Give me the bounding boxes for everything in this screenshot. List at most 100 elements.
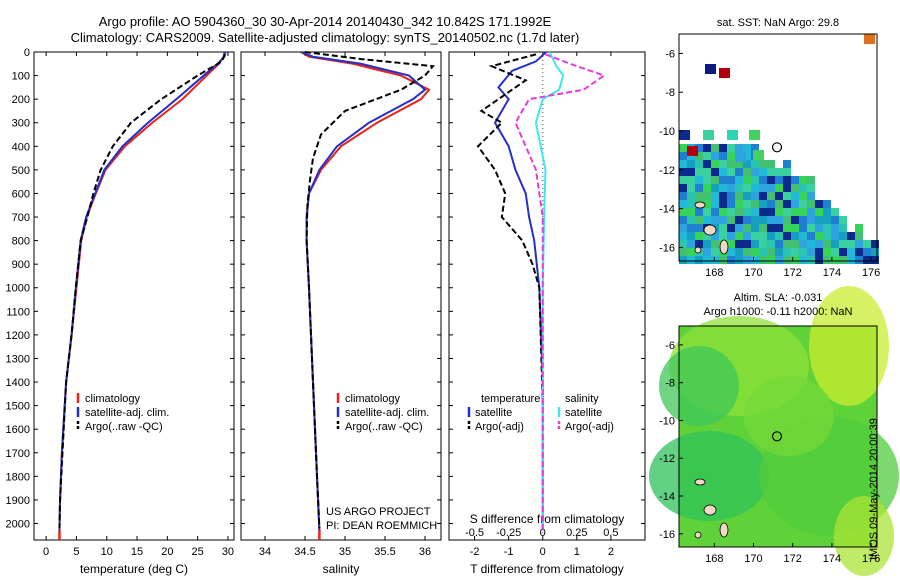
- sst-pixel: [751, 232, 759, 240]
- map-y-tick-label: -14: [659, 204, 675, 216]
- y-tick-label: 1200: [6, 330, 30, 342]
- sst-pixel: [727, 224, 735, 232]
- sst-pixel: [751, 200, 759, 208]
- sst-pixel: [743, 240, 751, 248]
- sst-pixel: [687, 232, 695, 240]
- sst-pixel: [791, 208, 799, 216]
- sst-pixel: [767, 248, 775, 256]
- x-tick-label: 0: [540, 546, 546, 558]
- sst-pixel: [783, 232, 791, 240]
- sst-pixel: [727, 184, 735, 192]
- sst-pixel: [823, 256, 831, 264]
- sst-pixel: [759, 160, 767, 168]
- sst-pixel: [679, 240, 687, 248]
- sst-pixel: [719, 68, 730, 78]
- sst-pixel: [719, 208, 727, 216]
- map-y-tick-label: -16: [659, 242, 675, 254]
- sst-pixel: [839, 248, 847, 256]
- sst-pixel: [799, 240, 807, 248]
- map-title-sla-2: Argo h1000: -0.11 h2000: NaN: [703, 306, 852, 318]
- map-x-tick-label: 176: [862, 267, 880, 279]
- legend-label: Argo(-adj): [475, 421, 524, 433]
- map-x-tick-label: 168: [705, 553, 723, 565]
- y-tick-label: 100: [12, 71, 30, 83]
- sst-pixel: [791, 248, 799, 256]
- x-tick-label: 34: [259, 546, 271, 558]
- sst-pixel: [807, 256, 815, 264]
- sst-pixel: [864, 34, 875, 44]
- sst-pixel: [783, 176, 791, 184]
- sst-pixel: [695, 144, 703, 152]
- sst-pixel: [831, 256, 839, 264]
- title-line-2: Climatology: CARS2009. Satellite-adjuste…: [70, 30, 580, 45]
- sst-pixel: [703, 248, 711, 256]
- sst-pixel: [727, 208, 735, 216]
- sst-pixel: [839, 224, 847, 232]
- sst-pixel: [791, 184, 799, 192]
- sst-pixel: [791, 200, 799, 208]
- map-x-tick-label: 176: [862, 553, 880, 565]
- sst-pixel: [703, 130, 714, 140]
- y-tick-label: 400: [12, 141, 30, 153]
- sst-pixel: [743, 168, 751, 176]
- sst-pixel: [687, 216, 695, 224]
- sst-pixel: [743, 192, 751, 200]
- sst-pixel: [753, 150, 764, 160]
- sst-pixel: [751, 160, 759, 168]
- legend-label: climatology: [85, 393, 141, 405]
- sst-pixel: [783, 216, 791, 224]
- sst-pixel: [695, 192, 703, 200]
- y-tick-label: 1800: [6, 471, 30, 483]
- sst-pixel: [687, 146, 698, 156]
- sst-pixel: [679, 144, 687, 152]
- argo-position-marker: [771, 431, 783, 442]
- sst-pixel: [727, 152, 735, 160]
- sst-pixel: [791, 256, 799, 264]
- map-y-tick-label: -8: [665, 378, 675, 390]
- sst-pixel: [711, 168, 719, 176]
- map-x-tick-label: 174: [823, 553, 841, 565]
- x-tick-label: 1: [574, 546, 580, 558]
- sst-pixel: [751, 256, 759, 264]
- sst-pixel: [743, 216, 751, 224]
- sst-pixel: [727, 240, 735, 248]
- sst-pixel: [839, 216, 847, 224]
- x-tick-label: 10: [101, 546, 113, 558]
- sst-pixel: [743, 144, 751, 152]
- sst-pixel: [839, 232, 847, 240]
- island-shape: [694, 478, 706, 486]
- sst-pixel: [679, 168, 687, 176]
- sst-pixel: [751, 224, 759, 232]
- top-x-tick-label: 0.5: [603, 527, 618, 539]
- sst-pixel: [823, 248, 831, 256]
- sst-pixel: [815, 240, 823, 248]
- sst-pixel: [775, 256, 783, 264]
- x-tick-label: 25: [192, 546, 204, 558]
- sst-pixel: [759, 232, 767, 240]
- island-shape: [719, 239, 729, 255]
- sst-pixel: [807, 208, 815, 216]
- sst-pixel: [807, 216, 815, 224]
- sst-pixel: [783, 192, 791, 200]
- sst-pixel: [855, 240, 863, 248]
- sst-pixel: [703, 192, 711, 200]
- sst-pixel: [695, 224, 703, 232]
- sst-pixel: [775, 208, 783, 216]
- series-line-satellite-adj-clim-: [58, 51, 227, 531]
- sst-pixel: [695, 208, 703, 216]
- sst-pixel: [687, 192, 695, 200]
- sst-pixel: [711, 208, 719, 216]
- legend-label: satellite-adj. clim.: [345, 407, 429, 419]
- y-tick-label: 500: [12, 165, 30, 177]
- sst-pixel: [703, 144, 711, 152]
- island-shape: [703, 504, 717, 516]
- legend-label: Argo(-adj): [565, 421, 614, 433]
- sst-pixel: [759, 224, 767, 232]
- sst-pixel: [743, 176, 751, 184]
- map-x-tick-label: 174: [823, 267, 841, 279]
- sst-pixel: [695, 256, 703, 264]
- sst-pixel: [759, 192, 767, 200]
- sst-pixel: [767, 176, 775, 184]
- undefined-frame: [678, 33, 878, 262]
- y-tick-label: 2000: [6, 518, 30, 530]
